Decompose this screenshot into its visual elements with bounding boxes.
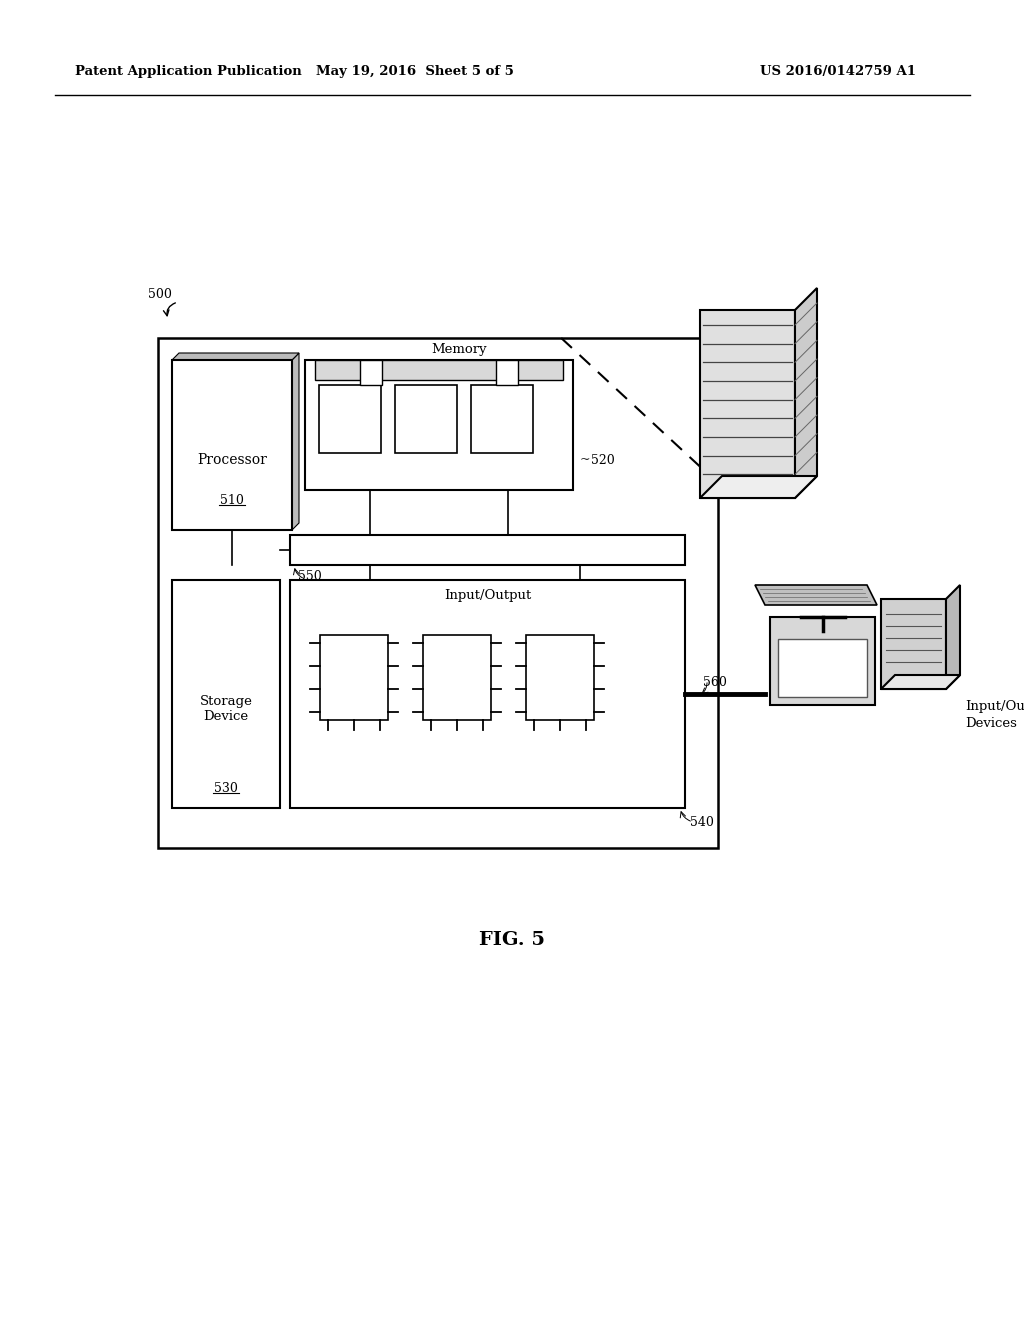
Polygon shape [946,585,961,689]
Text: 530: 530 [214,781,238,795]
Text: ~: ~ [580,454,591,466]
Bar [158,338,718,847]
Bar [172,579,280,808]
Bar [496,360,518,385]
Bar [305,360,573,490]
Text: 520: 520 [591,454,614,466]
Text: Input/Output
Devices: Input/Output Devices [965,700,1024,730]
Polygon shape [700,477,817,498]
Bar [881,599,946,689]
Text: 500: 500 [148,289,172,301]
Polygon shape [881,675,961,689]
Text: May 19, 2016  Sheet 5 of 5: May 19, 2016 Sheet 5 of 5 [316,66,514,78]
Bar [290,579,685,808]
Bar [395,385,457,453]
Text: FIG. 5: FIG. 5 [479,931,545,949]
Text: 510: 510 [220,494,244,507]
Text: 540: 540 [690,817,714,829]
Bar [700,310,795,498]
Bar [360,360,382,385]
Bar [172,360,292,531]
Text: Processor: Processor [197,453,267,467]
Text: Input/Output: Input/Output [443,589,531,602]
Bar [423,635,490,719]
Text: 560: 560 [703,676,727,689]
Bar [770,616,874,705]
Bar [319,385,381,453]
Bar [526,635,594,719]
Bar [315,360,563,380]
Text: Patent Application Publication: Patent Application Publication [75,66,302,78]
Text: US 2016/0142759 A1: US 2016/0142759 A1 [760,66,916,78]
Text: Storage
Device: Storage Device [200,696,253,723]
Text: 550: 550 [298,570,322,583]
Polygon shape [795,288,817,498]
Polygon shape [755,585,877,605]
Polygon shape [172,352,299,360]
Bar [319,635,388,719]
Text: Memory: Memory [431,343,486,356]
Bar [471,385,534,453]
Polygon shape [292,352,299,531]
Bar [290,535,685,565]
Bar [778,639,867,697]
